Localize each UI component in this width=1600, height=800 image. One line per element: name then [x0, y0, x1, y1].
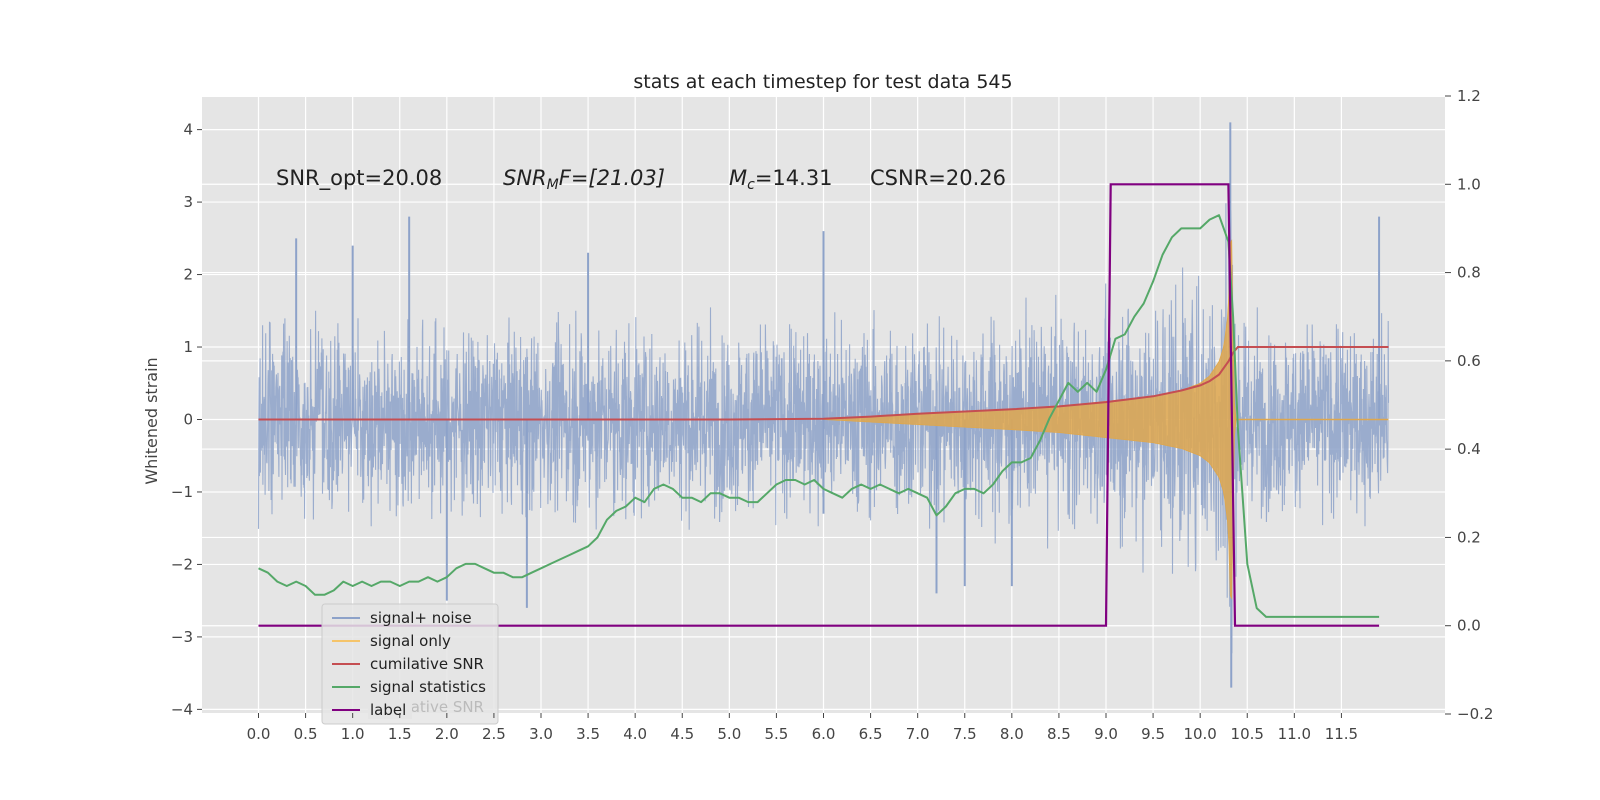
chart-title: stats at each timestep for test data 545	[633, 71, 1012, 93]
y2-tick-label: 1.2	[1457, 87, 1481, 105]
x-tick-label: 3.5	[576, 725, 600, 743]
x-tick-label: 1.0	[341, 725, 365, 743]
x-tick-label: 5.0	[717, 725, 741, 743]
legend-label: label	[370, 701, 406, 719]
y2-tick-label: 1.0	[1457, 175, 1481, 193]
y-tick-label: −4	[171, 700, 193, 718]
annotation-group: SNR_opt=20.08 SNRMF=[21.03] Mc=14.31 CSN…	[276, 166, 1006, 193]
annotation-snr-mf: SNRMF=[21.03]	[503, 166, 665, 193]
x-tick-label: 10.0	[1183, 725, 1216, 743]
y-tick-label: −3	[171, 628, 193, 646]
legend-box	[321, 603, 499, 725]
annotation-snr-mf-sub: M	[547, 177, 559, 193]
annotation-mc-rest: =14.31	[755, 166, 833, 190]
x-tick-label: 7.0	[906, 725, 930, 743]
legend-label: signal+ noise	[370, 609, 472, 627]
annotation-mc: Mc=14.31	[729, 166, 833, 193]
y2-tick-label: 0.0	[1457, 617, 1481, 635]
annotation-snr-opt: SNR_opt=20.08	[276, 166, 442, 191]
annotation-csnr: CSNR=20.26	[870, 166, 1006, 190]
x-tick-label: 6.0	[812, 725, 836, 743]
x-tick-label: 8.5	[1047, 725, 1071, 743]
legend-label-backdrop	[368, 699, 412, 719]
x-tick-label: 8.0	[1000, 725, 1024, 743]
x-tick-label: 9.0	[1094, 725, 1118, 743]
y2-tick-label: 0.4	[1457, 440, 1481, 458]
y-tick-label: 0	[183, 410, 193, 428]
x-tick-label: 5.5	[764, 725, 788, 743]
x-tick-label: 4.5	[670, 725, 694, 743]
annotation-mc-sub: c	[747, 177, 755, 193]
x-tick-label: 0.0	[247, 725, 271, 743]
x-tick-label: 3.0	[529, 725, 553, 743]
legend-label: signal statistics	[370, 678, 486, 696]
y-tick-label: −1	[171, 483, 193, 501]
y-axis-label: Whitened strain	[142, 357, 161, 484]
x-tick-label: 11.5	[1325, 725, 1358, 743]
x-tick-label: 1.5	[388, 725, 412, 743]
x-tick-label: 6.5	[859, 725, 883, 743]
y2-tick-label: −0.2	[1457, 705, 1493, 723]
cumulative-snr-line	[258, 346, 1389, 421]
annotation-snr-mf-base: SNR	[503, 166, 547, 190]
x-tick-label: 10.5	[1231, 725, 1264, 743]
x-tick-label: 4.0	[623, 725, 647, 743]
label-line	[258, 183, 1380, 627]
x-tick-label: 2.0	[435, 725, 459, 743]
signal-statistics-line	[258, 214, 1380, 618]
legend-label: signal only	[370, 632, 451, 650]
x-tick-label: 2.5	[482, 725, 506, 743]
x-tick-label: 11.0	[1278, 725, 1311, 743]
x-tick-label: 0.5	[294, 725, 318, 743]
y2-tick-label: 0.6	[1457, 352, 1481, 370]
annotation-snr-mf-rest: F=[21.03]	[559, 166, 665, 190]
x-tick-label: 7.5	[953, 725, 977, 743]
legend-label: cumilative SNR	[370, 655, 484, 673]
x-tick-label: 9.5	[1141, 725, 1165, 743]
y2-tick-label: 0.2	[1457, 528, 1481, 546]
y-tick-label: 4	[183, 121, 193, 139]
y-tick-label: 2	[183, 266, 193, 284]
y-tick-label: 3	[183, 193, 193, 211]
y-tick-label: 1	[183, 338, 193, 356]
axes: 0.0 0.5 1.0 1.5 2.0 2.5 3.0 3.5 4.0 4.5 5.0 5.5 6.0 6…	[171, 87, 1494, 743]
y2-tick-label: 0.8	[1457, 264, 1481, 282]
y-tick-label: −2	[171, 555, 193, 573]
annotation-mc-base: M	[729, 166, 747, 190]
annotation-snr-mf-rest-text: F=[21.03]	[559, 166, 665, 190]
